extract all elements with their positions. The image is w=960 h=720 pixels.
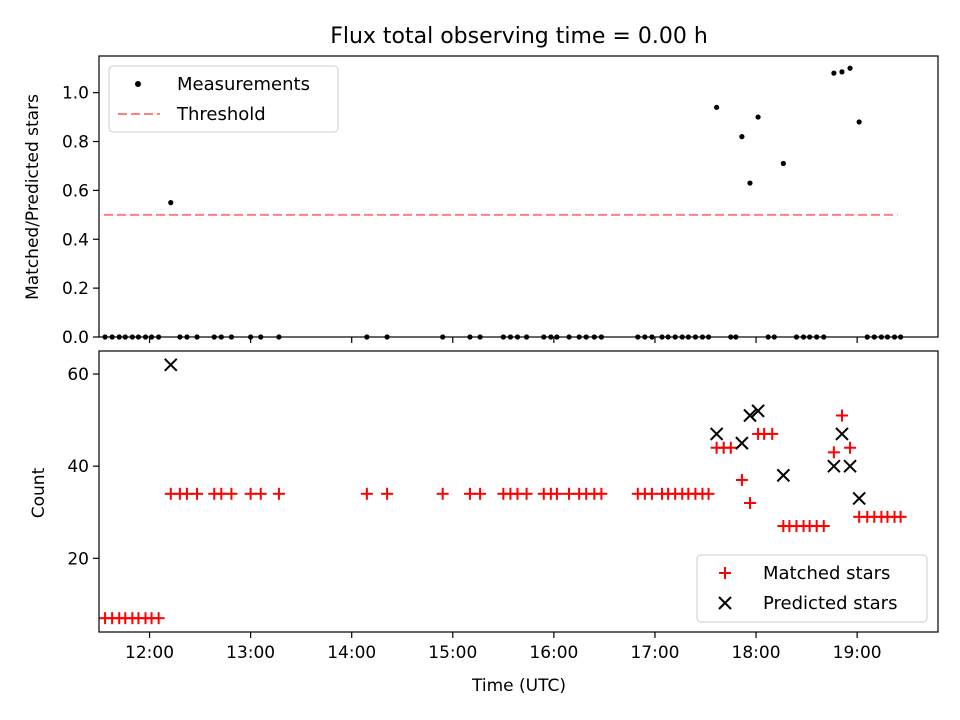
- top-y-ticks: 0.0 0.2 0.4 0.6 0.8 1.0: [62, 84, 99, 348]
- legend-measurements-marker: [135, 81, 141, 87]
- matched-star-point: [894, 510, 907, 523]
- bottom-x-tick-label: 14:00: [327, 643, 376, 663]
- top-legend: Measurements Threshold: [108, 65, 339, 133]
- bottom-legend: Matched stars Predicted stars: [696, 554, 928, 623]
- matched-star-point: [254, 487, 267, 500]
- matched-star-point: [844, 441, 857, 454]
- x-axis-label: Time (UTC): [471, 676, 566, 696]
- top-y-tick-label: 1.0: [62, 84, 89, 104]
- top-axes-frame: [98, 55, 939, 338]
- bottom-y-tick-label: 20: [67, 549, 89, 569]
- measurement-point: [755, 114, 761, 120]
- legend-threshold-label: Threshold: [176, 104, 266, 125]
- predicted-star-stroke: [835, 427, 849, 441]
- top-y-tick-label: 0.4: [62, 230, 89, 250]
- matched-star-point: [474, 487, 487, 500]
- matched-star-point: [463, 487, 476, 500]
- predicted-star-point: [735, 436, 749, 450]
- predicted-star-point: [843, 459, 857, 473]
- bottom-x-tick-label: 16:00: [529, 643, 578, 663]
- predicted-star-stroke: [743, 408, 757, 423]
- measurement-point: [839, 69, 845, 75]
- measurement-point: [739, 134, 745, 140]
- matched-star-point: [520, 487, 533, 500]
- matched-star-point: [835, 409, 848, 422]
- matched-star-point: [360, 487, 373, 500]
- matched-star-point: [563, 487, 576, 500]
- top-y-tick-label: 0.0: [62, 328, 89, 348]
- bottom-x-tick-label: 12:00: [125, 643, 174, 663]
- bottom-y-ticks: 20 40 60: [67, 365, 99, 569]
- matched-star-point: [272, 487, 285, 500]
- top-y-tick-label: 0.8: [62, 133, 89, 153]
- predicted-star-point: [835, 427, 849, 441]
- predicted-star-point: [751, 404, 765, 418]
- matched-star-point: [702, 487, 715, 500]
- matched-star-point: [244, 487, 257, 500]
- bottom-x-ticks: 12:00 13:00 14:00 15:00 16:00 17:00 18:00 19:00: [125, 632, 882, 663]
- matched-star-point: [766, 427, 779, 440]
- predicted-star-point: [776, 468, 791, 483]
- measurement-point: [856, 119, 862, 125]
- bottom-axes-frame: [98, 350, 939, 633]
- bottom-y-tick-label: 60: [67, 365, 89, 385]
- legend-predicted-marker: [718, 596, 732, 610]
- legend-predicted-label: Predicted stars: [763, 593, 897, 614]
- legend-measurements-label: Measurements: [177, 74, 310, 95]
- predicted-star-stroke: [852, 491, 866, 506]
- bottom-y-tick-label: 40: [67, 457, 89, 477]
- matched-star-point: [381, 487, 394, 500]
- predicted-star-point: [852, 491, 866, 506]
- top-y-tick-label: 0.2: [62, 279, 89, 299]
- matched-star-point: [743, 497, 756, 510]
- matched-star-point: [225, 487, 238, 500]
- measurement-point: [714, 104, 720, 110]
- matched-star-point: [827, 446, 840, 459]
- bottom-x-tick-label: 13:00: [226, 643, 275, 663]
- matched-star-point: [817, 520, 830, 533]
- legend-matched-marker: [719, 567, 731, 579]
- predicted-star-point: [743, 408, 757, 423]
- bottom-x-tick-label: 18:00: [732, 643, 781, 663]
- bottom-x-tick-label: 19:00: [833, 643, 882, 663]
- predicted-star-point: [164, 358, 178, 372]
- matched-star-point: [550, 487, 563, 500]
- bottom-x-tick-label: 17:00: [630, 643, 679, 663]
- top-y-axis-label: Matched/Predicted stars: [23, 94, 43, 300]
- matched-star-point: [180, 487, 193, 500]
- top-y-tick-label: 0.6: [62, 181, 89, 201]
- measurement-point: [747, 180, 753, 186]
- predicted-star-stroke: [843, 459, 857, 473]
- predicted-star-stroke: [827, 459, 841, 473]
- matched-star-point: [595, 487, 608, 500]
- legend-matched-label: Matched stars: [763, 563, 890, 584]
- bottom-x-tick-label: 15:00: [428, 643, 477, 663]
- measurement-point: [831, 70, 837, 76]
- chart-title: Flux total observing time = 0.00 h: [330, 24, 708, 49]
- predicted-star-stroke: [164, 358, 178, 372]
- measurement-point: [168, 200, 174, 206]
- matched-star-point: [215, 487, 228, 500]
- matched-star-point: [645, 487, 658, 500]
- predicted-star-stroke: [709, 427, 724, 441]
- measurement-point: [780, 160, 786, 167]
- top-x-tick-marks: [148, 337, 858, 343]
- bottom-y-axis-label: Count: [29, 467, 49, 518]
- matched-star-point: [191, 487, 204, 500]
- predicted-star-stroke: [751, 404, 765, 418]
- predicted-star-stroke: [735, 436, 749, 450]
- measurement-point: [847, 65, 853, 71]
- predicted-star-point: [827, 459, 841, 473]
- bottom-plot-area: [99, 358, 907, 625]
- matched-star-point: [724, 441, 737, 454]
- matched-star-point: [436, 487, 449, 500]
- predicted-star-point: [709, 427, 724, 441]
- matched-star-point: [152, 612, 165, 625]
- matched-star-point: [735, 473, 748, 486]
- predicted-star-stroke: [776, 468, 791, 483]
